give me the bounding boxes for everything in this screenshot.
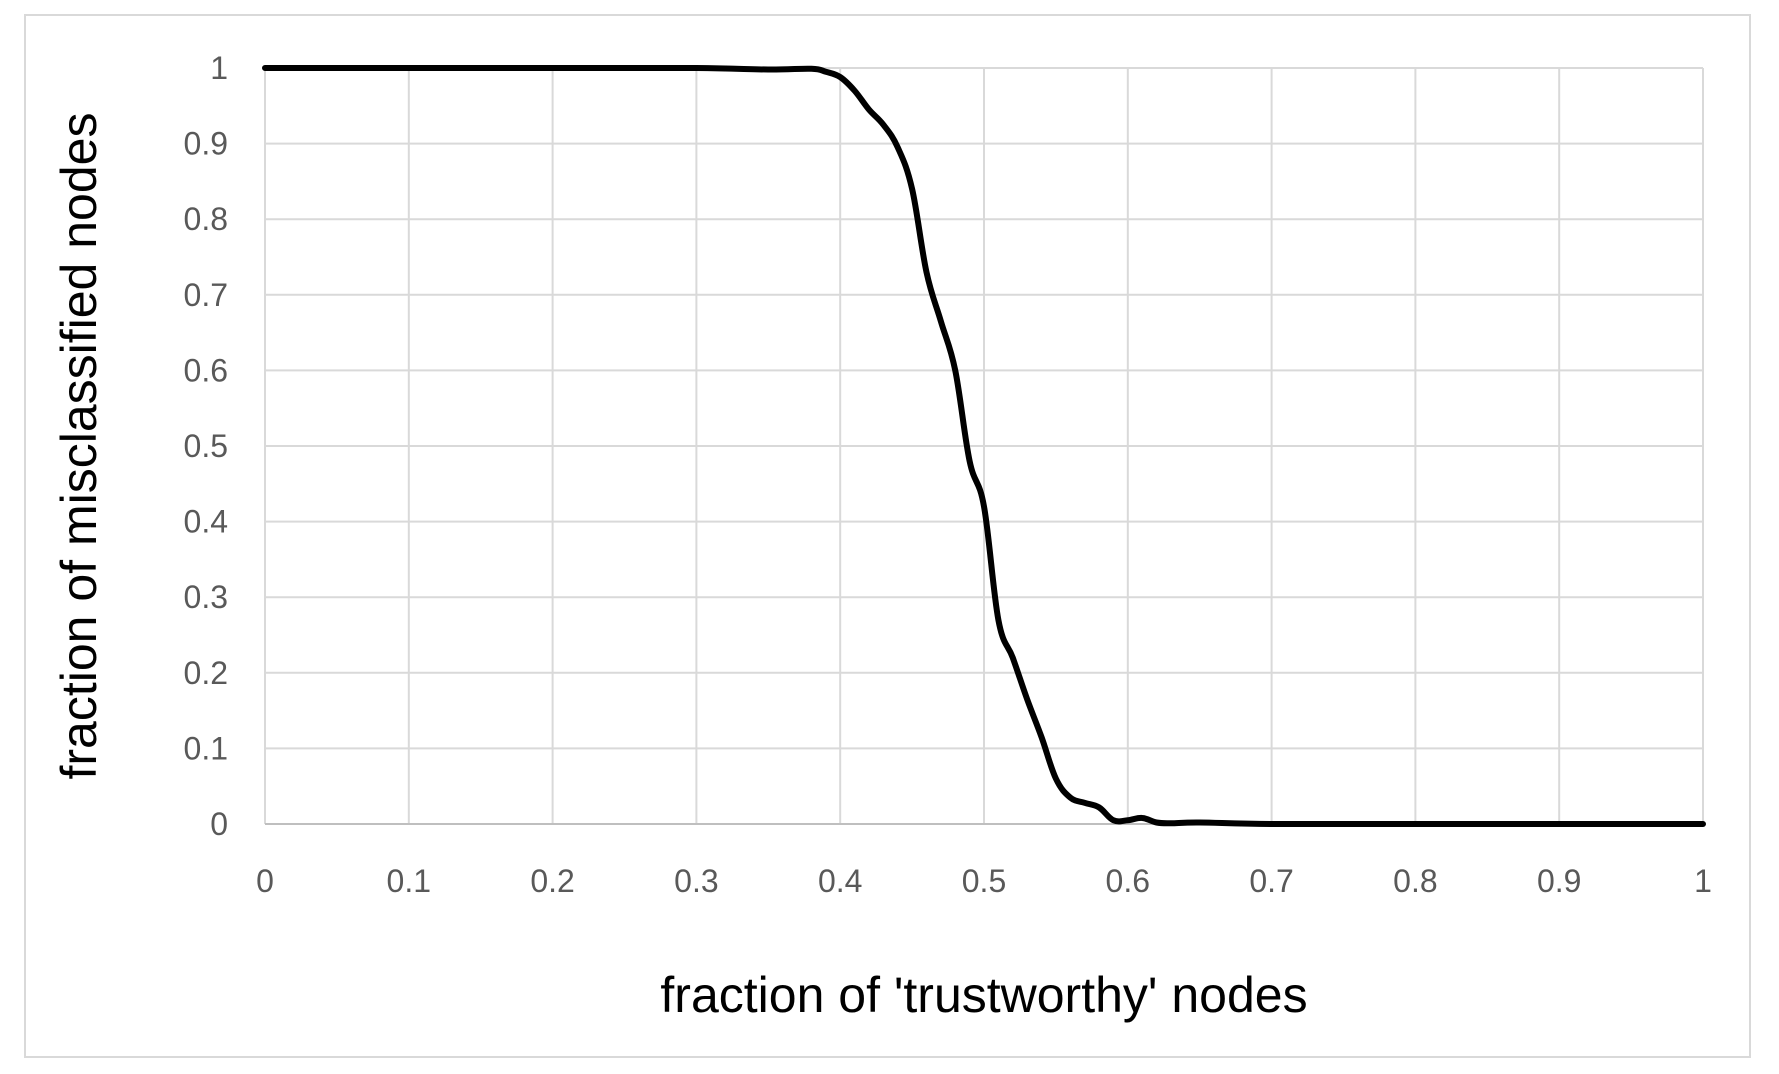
x-tick-label: 0.4 bbox=[818, 863, 862, 899]
y-tick-label: 0.8 bbox=[184, 201, 228, 237]
series-line bbox=[262, 64, 1706, 828]
x-tick-label: 0.9 bbox=[1537, 863, 1581, 899]
y-tick-labels: 0 0.1 0.2 0.3 0.4 0.5 0.6 0.7 0.8 0.9 1 bbox=[184, 50, 228, 842]
y-tick-label: 0.7 bbox=[184, 277, 228, 313]
y-tick-label: 0.3 bbox=[184, 579, 228, 615]
horizontal-gridlines bbox=[265, 67, 1703, 825]
chart-frame bbox=[24, 14, 1751, 1058]
x-tick-label: 0.2 bbox=[530, 863, 574, 899]
y-tick-label: 0.4 bbox=[184, 504, 228, 540]
x-tick-label: 0.3 bbox=[674, 863, 718, 899]
y-tick-label: 0.5 bbox=[184, 428, 228, 464]
x-tick-label: 0.6 bbox=[1106, 863, 1150, 899]
x-tick-label: 1 bbox=[1694, 863, 1712, 899]
y-tick-label: 0 bbox=[210, 806, 228, 842]
y-axis-title: fraction of misclassified nodes bbox=[51, 113, 107, 780]
x-tick-label: 0 bbox=[256, 863, 274, 899]
y-tick-label: 0.6 bbox=[184, 352, 228, 388]
x-axis-title: fraction of 'trustworthy' nodes bbox=[660, 967, 1307, 1023]
x-tick-label: 0.7 bbox=[1249, 863, 1293, 899]
x-tick-label: 0.5 bbox=[962, 863, 1006, 899]
x-tick-label: 0.8 bbox=[1393, 863, 1437, 899]
x-tick-labels: 0 0.1 0.2 0.3 0.4 0.5 0.6 0.7 0.8 0.9 1 bbox=[256, 863, 1712, 899]
y-tick-label: 0.2 bbox=[184, 655, 228, 691]
y-tick-label: 0.1 bbox=[184, 730, 228, 766]
y-tick-label: 0.9 bbox=[184, 126, 228, 162]
x-tick-label: 0.1 bbox=[387, 863, 431, 899]
y-tick-label: 1 bbox=[210, 50, 228, 86]
